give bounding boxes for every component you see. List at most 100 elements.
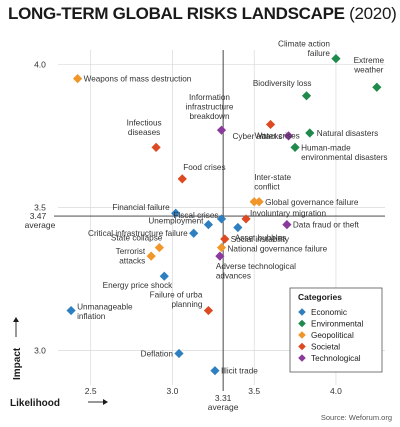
- y-axis-title: Impact: [12, 347, 23, 380]
- data-point-global-governance-failure: [255, 197, 264, 206]
- point-label-unmanageable-inflation: Unmanageable inflation: [77, 303, 133, 322]
- point-label-terrorist-attacks: Terrorist attacks: [116, 247, 146, 266]
- point-label-weapons-of-mass-destruction: Weapons of mass destruction: [84, 75, 192, 84]
- data-point-national-governance-failure: [217, 243, 226, 252]
- point-label-climate-action-failure: Climate action failure: [278, 40, 330, 59]
- data-point-failure-of-urban-planning: [204, 306, 213, 315]
- data-point-energy-price-shock: [160, 272, 169, 281]
- point-label-information-infrastructure-breakdown: Information infrastructure breakdown: [186, 93, 234, 121]
- point-label-adverse-technological-advances: Adverse technological advances: [216, 262, 296, 281]
- data-point-unmanageable-inflation: [66, 306, 75, 315]
- x-tick-label-3: 4.0: [330, 386, 342, 396]
- point-label-line: Financial failure: [112, 203, 170, 212]
- data-point-unemployment: [204, 220, 213, 229]
- data-point-deflation: [174, 349, 183, 358]
- point-label-human-made-environmental-disasters: Human-made environmental disasters: [301, 143, 387, 162]
- point-label-line: Data fraud or theft: [293, 221, 360, 230]
- point-label-line: Adverse technological: [216, 262, 296, 271]
- point-label-state-collapse: State collapse: [111, 234, 163, 243]
- point-label-line: Weapons of mass destruction: [84, 75, 192, 84]
- point-label-line: Unemployment: [148, 217, 204, 226]
- point-label-line: Food crises: [183, 163, 225, 172]
- legend-item-technological: Technological: [311, 354, 361, 363]
- y-tick-label-0: 3.0: [34, 346, 46, 356]
- point-label-line: breakdown: [189, 112, 230, 121]
- point-label-line: Cyber attacks: [232, 132, 282, 141]
- point-label-line: Biodiversity loss: [253, 79, 312, 88]
- data-point-illicit-trade: [210, 366, 219, 375]
- legend-item-geopolitical: Geopolitical: [311, 331, 354, 340]
- data-point-weapons-of-mass-destruction: [73, 74, 82, 83]
- data-point-state-collapse: [155, 243, 164, 252]
- point-label-line: infrastructure: [186, 103, 234, 112]
- x-tick-label-2: 3.5: [248, 386, 260, 396]
- data-point-climate-action-failure: [331, 54, 340, 63]
- point-label-line: conflict: [254, 182, 280, 191]
- point-label-cyber-attacks: Cyber attacks: [232, 132, 282, 141]
- point-label-unemployment: Unemployment: [148, 217, 204, 226]
- data-point-information-infrastructure-breakdown: [217, 126, 226, 135]
- data-point-social-instability: [220, 234, 229, 243]
- point-label-line: Terrorist: [116, 247, 146, 256]
- y-average-label: average: [25, 220, 56, 230]
- point-label-energy-price-shock: Energy price shock: [103, 281, 174, 290]
- point-label-line: Failure of urba: [150, 291, 203, 300]
- data-point-water-crises: [266, 120, 275, 129]
- legend-item-economic: Economic: [311, 308, 347, 317]
- data-point-asset-bubbles: [233, 223, 242, 232]
- point-label-line: diseases: [128, 128, 160, 137]
- point-label-line: Illicit trade: [221, 367, 258, 376]
- y-axis-arrow-head: [13, 317, 19, 322]
- data-point-human-made-environmental-disasters: [290, 143, 299, 152]
- x-average-label: average: [208, 402, 239, 412]
- legend-item-environmental: Environmental: [311, 320, 364, 329]
- point-label-failure-of-urban-planning: Failure of urba planning: [150, 291, 203, 310]
- point-label-line: Inter-state: [254, 173, 291, 182]
- point-label-line: Energy price shock: [103, 281, 174, 290]
- point-label-biodiversity-loss: Biodiversity loss: [253, 79, 312, 88]
- point-label-line: advances: [216, 272, 251, 281]
- point-label-line: Natural disasters: [317, 129, 378, 138]
- data-point-extreme-weather: [372, 83, 381, 92]
- legend: Categories Economic Environmental Geopoliti…: [290, 288, 382, 372]
- x-axis-arrow-head: [103, 399, 108, 405]
- point-label-line: Human-made: [301, 143, 351, 152]
- data-point-terrorist-attacks: [147, 252, 156, 261]
- point-label-line: Global governance failure: [265, 198, 359, 207]
- point-label-deflation: Deflation: [141, 350, 174, 359]
- data-point-natural-disasters: [305, 128, 314, 137]
- data-point-infectious-diseases: [152, 143, 161, 152]
- legend-item-societal: Societal: [311, 343, 340, 352]
- x-tick-label-0: 2.5: [85, 386, 97, 396]
- point-label-line: Climate action: [278, 40, 330, 49]
- point-label-line: National governance failure: [228, 245, 328, 254]
- point-label-social-instability: Social instability: [231, 235, 290, 244]
- point-label-inter-state-conflict: Inter-state conflict: [254, 173, 291, 192]
- point-label-line: Infectious: [127, 118, 162, 127]
- point-label-line: weather: [353, 66, 383, 75]
- point-label-line: Extreme: [354, 56, 385, 65]
- point-label-line: Involuntary migration: [250, 209, 326, 218]
- point-label-line: failure: [308, 49, 331, 58]
- y-tick-label-2: 4.0: [34, 59, 46, 69]
- point-label-global-governance-failure: Global governance failure: [265, 198, 359, 207]
- data-point-critical-infrastructure-failure: [189, 229, 198, 238]
- point-label-food-crises: Food crises: [183, 163, 225, 172]
- point-label-line: environmental disasters: [301, 153, 387, 162]
- legend-title: Categories: [298, 292, 342, 302]
- point-label-line: Unmanageable: [77, 303, 133, 312]
- point-label-extreme-weather: Extreme weather: [353, 56, 384, 75]
- point-label-line: inflation: [77, 312, 106, 321]
- point-label-infectious-diseases: Infectious diseases: [127, 118, 162, 137]
- data-point-biodiversity-loss: [302, 91, 311, 100]
- point-label-financial-failure: Financial failure: [112, 203, 170, 212]
- point-label-line: planning: [171, 300, 202, 309]
- point-label-line: attacks: [119, 257, 145, 266]
- point-label-line: Social instability: [231, 235, 290, 244]
- point-label-illicit-trade: Illicit trade: [221, 367, 258, 376]
- point-label-data-fraud-or-theft: Data fraud or theft: [293, 221, 360, 230]
- point-label-line: Information: [189, 93, 230, 102]
- x-axis-title: Likelihood: [10, 398, 60, 409]
- source-note: Source: Weforum.org: [321, 413, 392, 422]
- point-label-involuntary-migration: Involuntary migration: [250, 209, 326, 218]
